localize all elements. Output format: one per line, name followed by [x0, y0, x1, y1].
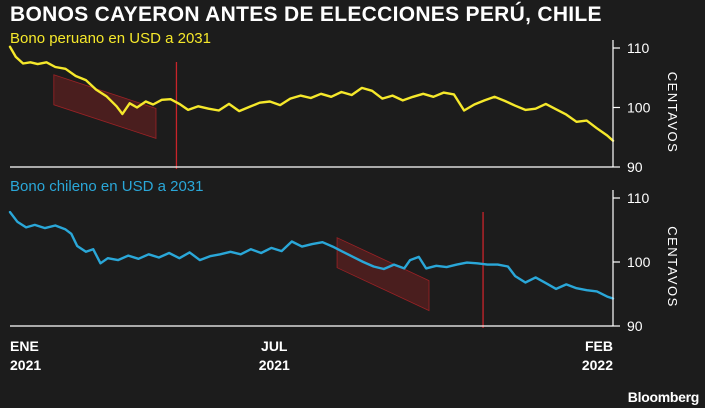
xtick-year: 2021: [259, 357, 290, 373]
chile-ytick-label: 110: [627, 190, 650, 206]
xtick-year: 2021: [10, 357, 41, 373]
chile-ylabel: CENTAVOS: [665, 226, 680, 308]
peru-ytick-label: 110: [627, 40, 650, 56]
xtick-month: FEB: [585, 338, 613, 354]
chile-bond-line: [8, 210, 615, 300]
peru-ytick-label: 90: [627, 159, 643, 175]
peru-decline-band: [53, 74, 157, 139]
xtick-month: JUL: [261, 338, 288, 354]
chile-decline-band: [336, 237, 430, 312]
chart-title: BONOS CAYERON ANTES DE ELECCIONES PERÚ, …: [10, 3, 602, 26]
chile-ytick-label: 100: [627, 254, 651, 270]
chile-ytick-label: 90: [627, 318, 643, 334]
xtick-month: ENE: [10, 338, 39, 354]
peru-ylabel: CENTAVOS: [665, 72, 680, 154]
chile-panel-title: Bono chileno en USD a 2031: [10, 178, 204, 195]
xtick-year: 2022: [582, 357, 613, 373]
peru-bond-line: [8, 45, 615, 143]
peru-panel-title: Bono peruano en USD a 2031: [10, 30, 211, 47]
peru-ytick-label: 100: [627, 100, 651, 116]
bloomberg-logo: Bloomberg: [627, 389, 700, 405]
